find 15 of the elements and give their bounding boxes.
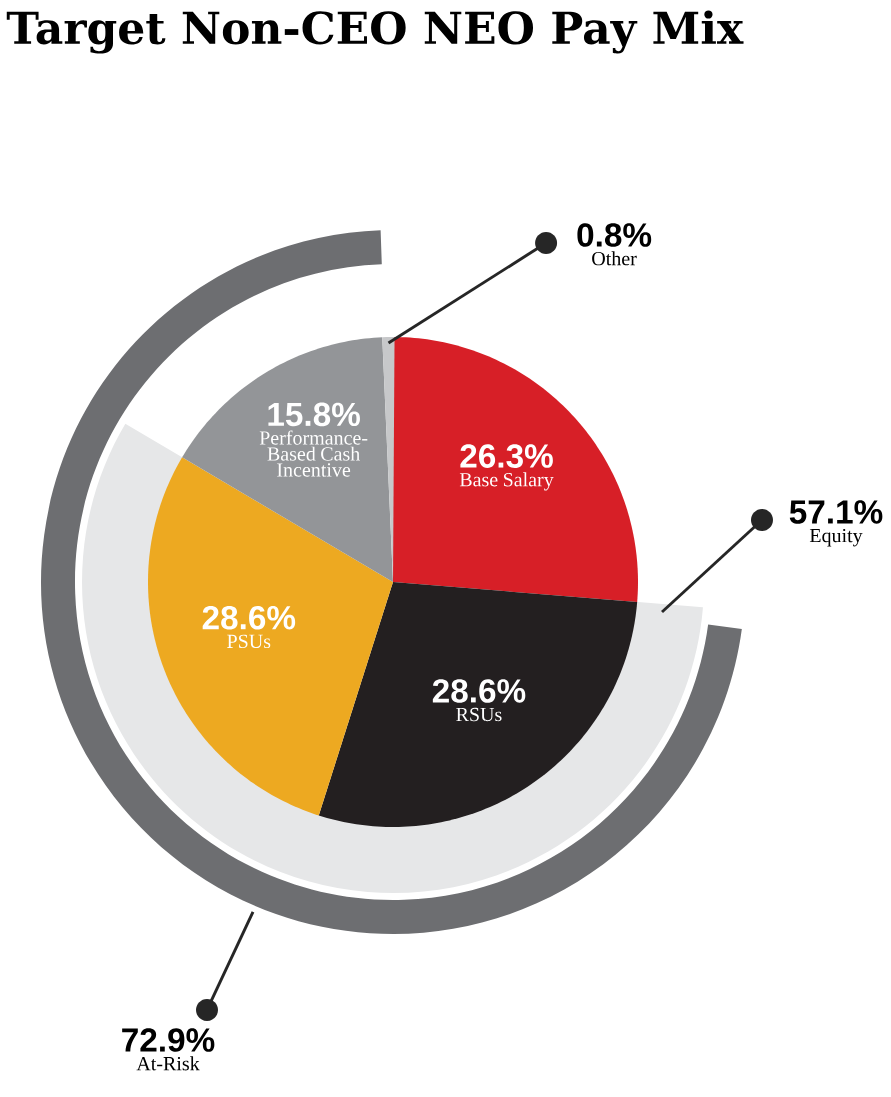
- slice-label: Performance-Based Cash Incentive: [259, 430, 368, 477]
- slice-label: Other: [592, 251, 637, 266]
- data-label: 26.3%: [460, 444, 553, 468]
- slice-label: RSUs: [456, 707, 502, 722]
- text: 57.1%: [789, 500, 883, 524]
- slice-label: PSUs: [227, 634, 271, 649]
- text: 72.9%: [122, 1028, 215, 1052]
- data-label: 28.6%: [202, 605, 296, 630]
- slice-label: Base Salary: [459, 472, 554, 491]
- text: Equity: [809, 528, 863, 547]
- chart-title: Target Non-CEO NEO Pay Mix: [6, 10, 744, 54]
- data-label: 28.6%: [432, 679, 526, 703]
- text: At-Risk: [136, 1056, 200, 1071]
- data-label: 15.8%: [268, 402, 360, 427]
- data-label: 0.8%: [577, 223, 652, 247]
